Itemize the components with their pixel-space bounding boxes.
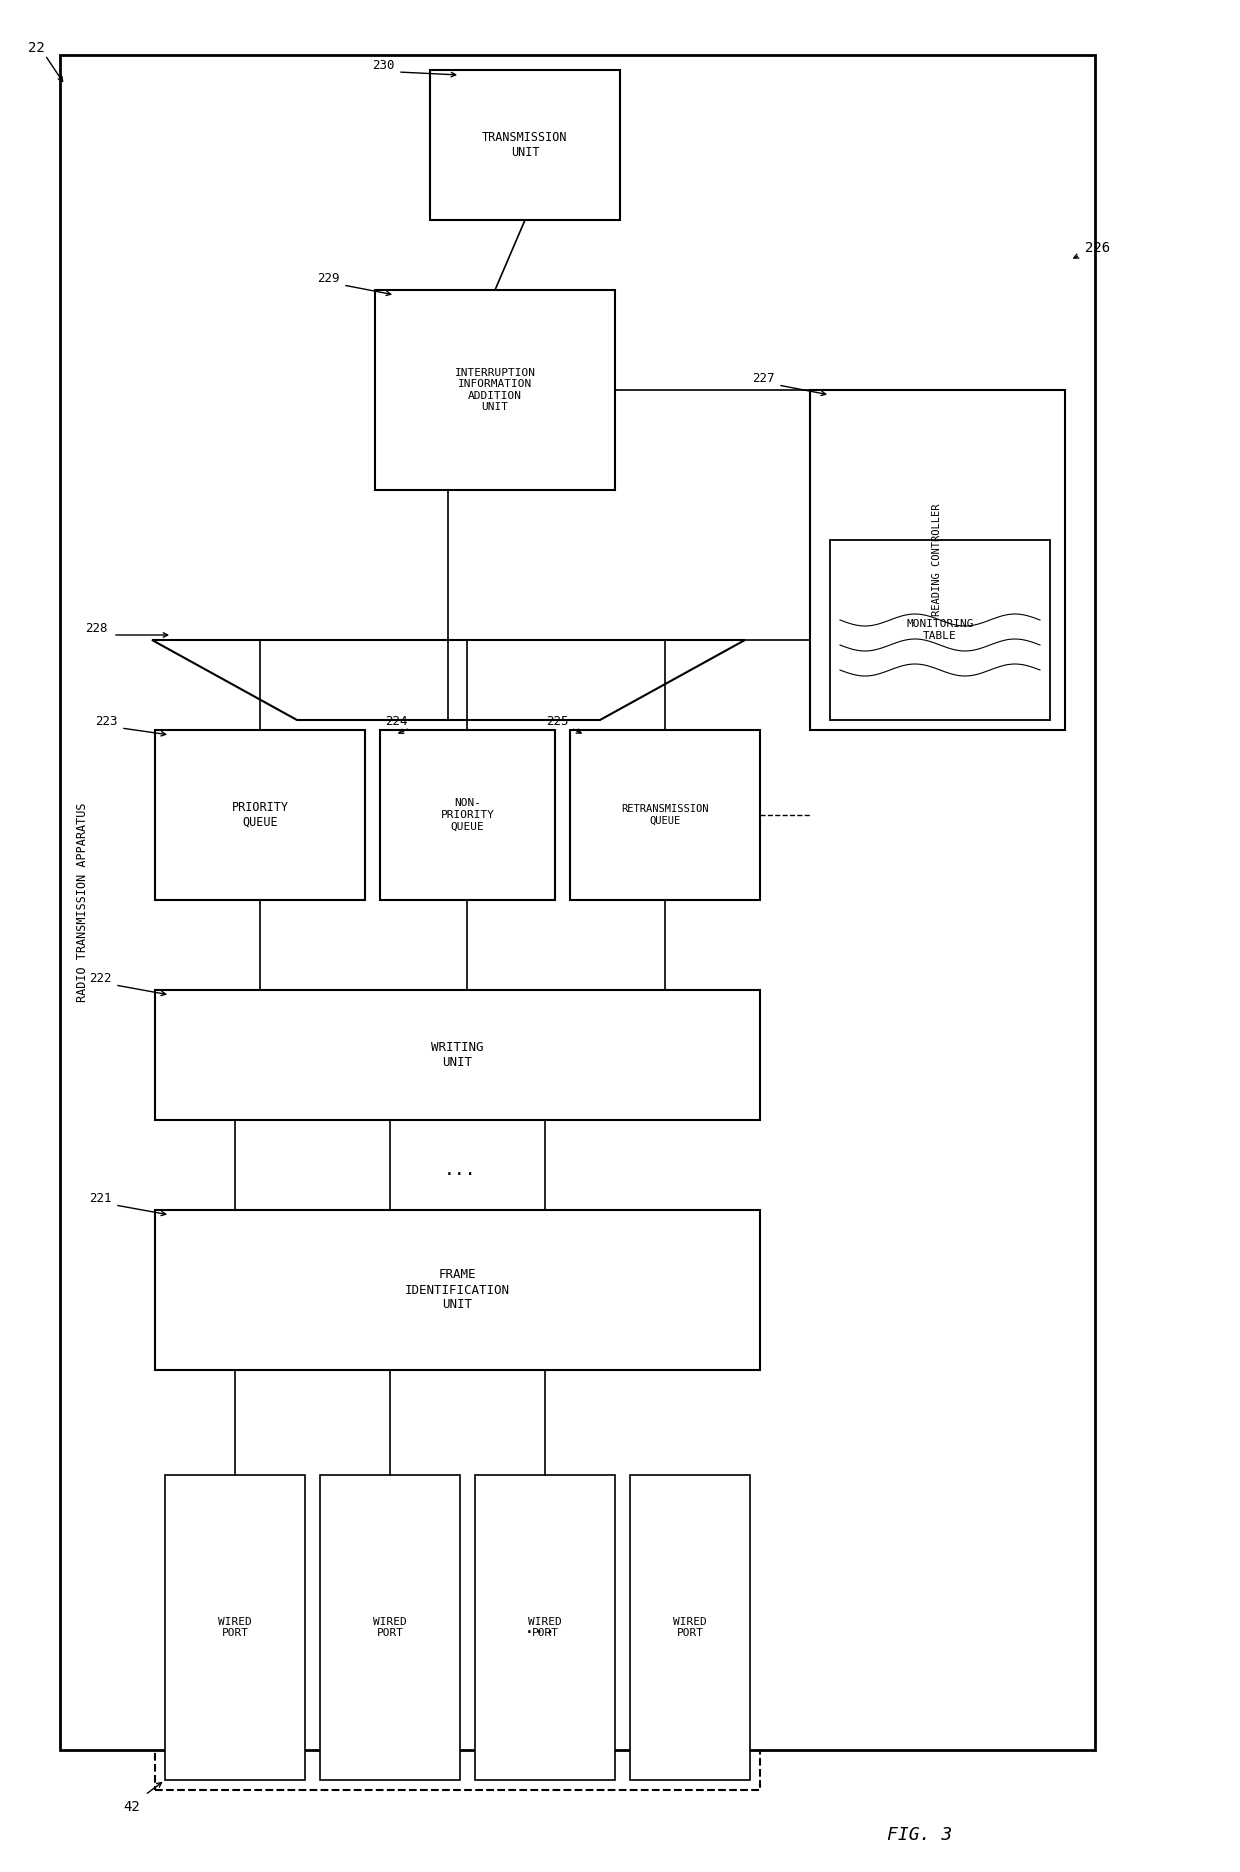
Bar <box>374 290 615 490</box>
Text: WIRED
PORT: WIRED PORT <box>528 1617 562 1638</box>
Bar <box>100 260 1080 754</box>
Text: NON-
PRIORITY
QUEUE: NON- PRIORITY QUEUE <box>440 797 495 831</box>
Text: PRIORITY
QUEUE: PRIORITY QUEUE <box>232 801 289 829</box>
Text: 225: 225 <box>546 715 568 728</box>
Bar <box>379 730 556 900</box>
Text: 228: 228 <box>86 622 108 635</box>
Bar <box>155 730 365 900</box>
Text: FRAME
IDENTIFICATION
UNIT: FRAME IDENTIFICATION UNIT <box>405 1269 510 1312</box>
Bar <box>475 1475 615 1780</box>
Text: 226: 226 <box>1085 241 1110 255</box>
Text: 223: 223 <box>95 715 118 728</box>
Text: 42: 42 <box>123 1801 140 1814</box>
Text: 221: 221 <box>89 1192 112 1206</box>
Text: INTERRUPTION
INFORMATION
ADDITION
UNIT: INTERRUPTION INFORMATION ADDITION UNIT <box>455 367 536 412</box>
Bar <box>155 1209 760 1370</box>
Text: RADIO TRANSMISSION APPARATUS: RADIO TRANSMISSION APPARATUS <box>76 803 88 1002</box>
Text: FIG. 3: FIG. 3 <box>888 1825 952 1844</box>
Bar <box>155 990 760 1119</box>
Text: 229: 229 <box>317 271 340 285</box>
Bar <box>830 539 1050 721</box>
Text: 224: 224 <box>384 715 408 728</box>
Text: WIRED
PORT: WIRED PORT <box>373 1617 407 1638</box>
Text: ...: ... <box>523 1619 557 1636</box>
Text: 222: 222 <box>89 972 112 985</box>
Bar <box>155 1460 760 1790</box>
Text: MONITORING
TABLE: MONITORING TABLE <box>906 620 973 640</box>
Bar <box>60 54 1095 1750</box>
Text: RETRANSMISSION
QUEUE: RETRANSMISSION QUEUE <box>621 805 709 826</box>
Bar <box>630 1475 750 1780</box>
Text: READING CONTROLLER: READING CONTROLLER <box>932 504 942 616</box>
Text: ...: ... <box>444 1161 476 1179</box>
Bar <box>165 1475 305 1780</box>
Text: WIRED
PORT: WIRED PORT <box>673 1617 707 1638</box>
Bar <box>570 730 760 900</box>
Bar <box>148 721 770 900</box>
Text: WIRED
PORT: WIRED PORT <box>218 1617 252 1638</box>
Bar <box>810 389 1065 730</box>
Text: TRANSMISSION
UNIT: TRANSMISSION UNIT <box>482 131 568 159</box>
Text: 22: 22 <box>29 41 45 54</box>
Text: WRITING
UNIT: WRITING UNIT <box>432 1041 484 1069</box>
Text: 230: 230 <box>372 60 396 71</box>
Bar <box>320 1475 460 1780</box>
Text: 227: 227 <box>753 373 775 386</box>
Bar <box>430 69 620 221</box>
